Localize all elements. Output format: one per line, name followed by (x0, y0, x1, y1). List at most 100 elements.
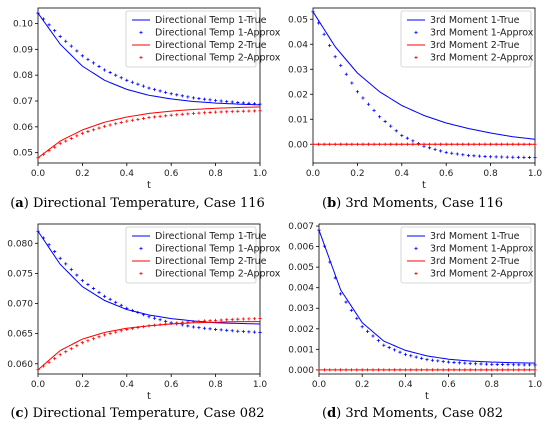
caption-d: (d) 3rd Moments, Case 082 (321, 406, 504, 421)
series-marker (403, 368, 407, 372)
series-marker (97, 290, 101, 294)
x-tick-label: 0.2 (350, 169, 364, 179)
series-marker (53, 356, 57, 361)
series-marker (258, 316, 262, 321)
series-marker (444, 150, 448, 155)
series-marker (483, 142, 487, 146)
series-marker (97, 335, 101, 339)
series-marker (450, 151, 454, 155)
series-marker (500, 155, 504, 159)
series-marker (333, 276, 337, 280)
legend-entry: 3rd Moment 2-Approx (430, 53, 534, 64)
series-marker (75, 134, 79, 138)
series-marker (208, 98, 212, 102)
series-marker (53, 145, 57, 149)
series-marker (383, 142, 387, 146)
series-marker (322, 368, 326, 372)
series-marker (500, 142, 504, 146)
y-tick-label: 0.00 (288, 140, 308, 150)
series-marker (152, 323, 157, 327)
series-marker (409, 354, 413, 358)
series-marker (457, 361, 461, 365)
x-axis-label: t (425, 391, 429, 402)
series-marker (169, 321, 173, 325)
series-marker (344, 142, 348, 146)
series-marker (180, 94, 184, 98)
series-marker (197, 319, 201, 323)
series-marker (230, 100, 234, 104)
y-tick-label: 0.060 (7, 360, 33, 370)
chart-3rd-moments-082: 0.0 0.2 0.4 0.6 0.8 1.0 0.000 0.001 0.002 0.003 0.… (288, 222, 542, 402)
series-marker (258, 109, 262, 113)
series-marker (147, 86, 151, 90)
series-marker (119, 76, 123, 80)
series-marker (360, 325, 364, 329)
series-marker (41, 17, 46, 21)
series-marker (344, 72, 348, 76)
series-marker (372, 108, 376, 113)
series-marker (472, 154, 476, 158)
series-marker (474, 362, 478, 366)
series-marker (119, 120, 123, 125)
caption-text: Directional Temperature, Case 082 (28, 406, 265, 421)
series-marker (366, 142, 371, 146)
series-marker (69, 44, 73, 48)
legend-marker-swatch (139, 246, 143, 251)
series-marker (398, 368, 402, 372)
series-marker (511, 368, 515, 372)
series-marker (169, 92, 173, 96)
series-marker (47, 360, 51, 364)
series-marker (425, 368, 429, 372)
legend-entry: 3rd Moment 2-True (430, 40, 520, 51)
series-marker (328, 43, 332, 48)
legend-entry: Directional Temp 1-True (155, 15, 267, 26)
series-marker (441, 359, 445, 364)
caption-a: (a) Directional Temperature, Case 116 (10, 196, 265, 211)
series-marker (152, 87, 157, 92)
series-marker (191, 319, 195, 324)
y-tick-label: 0.070 (7, 300, 33, 310)
series-marker (403, 352, 407, 357)
series-marker (58, 34, 62, 39)
series-marker (247, 109, 251, 113)
series-marker (447, 360, 451, 364)
series-marker (36, 156, 40, 160)
series-marker (114, 73, 118, 77)
legend-entry: Directional Temp 2-Approx (155, 269, 281, 280)
series-marker (494, 142, 498, 146)
series-marker (333, 368, 337, 372)
series-marker (136, 326, 140, 330)
series-marker (252, 330, 257, 334)
y-tick-label: 0.065 (7, 330, 33, 340)
series-marker (136, 310, 140, 315)
series-line (37, 12, 261, 106)
series-marker (316, 21, 321, 25)
series-marker (147, 324, 151, 328)
y-tick-label: 0.005 (288, 263, 314, 273)
series-marker (389, 124, 393, 128)
series-marker (36, 229, 40, 233)
series-marker (322, 142, 326, 146)
series-marker (411, 139, 415, 143)
series-marker (241, 101, 245, 105)
series-marker (80, 279, 84, 283)
x-tick-label: 1.0 (528, 169, 543, 179)
series-marker (47, 23, 51, 27)
series-marker (376, 339, 380, 343)
series-marker (175, 113, 179, 117)
legend-entry: Directional Temp 1-Approx (155, 28, 281, 39)
series-marker (516, 142, 520, 146)
series-marker (158, 323, 162, 327)
series-marker (439, 142, 443, 146)
series-marker (164, 114, 168, 118)
caption-text: 3rd Moments, Case 116 (341, 196, 504, 211)
series-marker (405, 142, 409, 146)
x-tick-label: 0.4 (395, 169, 410, 179)
x-axis-label: t (147, 391, 151, 402)
x-tick-label: 0.6 (164, 169, 179, 179)
x-tick-label: 0.4 (398, 380, 413, 390)
series-marker (333, 55, 337, 59)
series-marker (164, 90, 168, 94)
series-marker (414, 355, 418, 359)
series-marker (411, 142, 415, 146)
